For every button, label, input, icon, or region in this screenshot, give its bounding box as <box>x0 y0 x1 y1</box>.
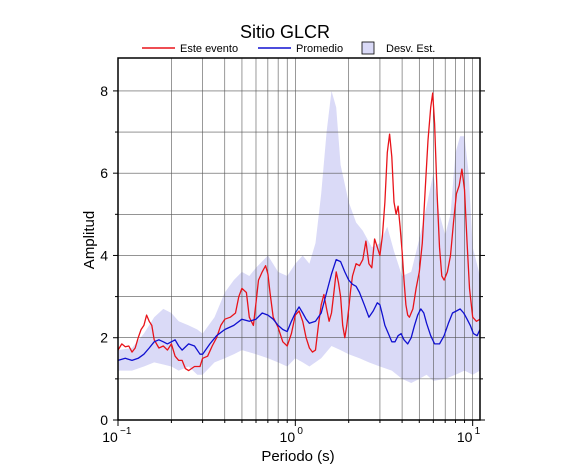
std-band <box>118 90 480 384</box>
y-tick-label: 0 <box>100 412 108 428</box>
plot-frame <box>117 57 481 421</box>
grid-layer <box>117 58 480 420</box>
y-axis-label: Amplitud <box>81 211 98 269</box>
x-axis-label: Periodo (s) <box>261 448 334 465</box>
y-tick-label: 6 <box>100 165 108 181</box>
y-tick-label: 8 <box>100 83 108 99</box>
legend-label-promedio: Promedio <box>296 43 343 55</box>
x-tick-exponent: 1 <box>475 426 481 437</box>
x-tick-label: 10 <box>457 429 473 445</box>
x-tick-label: 10 <box>280 429 296 445</box>
std-band-layer <box>118 90 480 384</box>
legend-label-este-evento: Este evento <box>180 43 238 55</box>
legend-swatch-desv-est <box>361 41 375 55</box>
series-line-promedio <box>117 258 481 362</box>
series-layer <box>117 92 481 372</box>
chart-title: Sitio GLCR <box>240 22 330 42</box>
x-tick-exponent: −1 <box>120 426 132 437</box>
series-line-este-evento <box>117 92 481 372</box>
legend-label-desv-est: Desv. Est. <box>386 43 435 55</box>
y-tick-label: 2 <box>100 330 108 346</box>
y-tick-label: 4 <box>100 247 108 263</box>
legend: Este evento Promedio Desv. Est. <box>142 41 435 55</box>
x-tick-exponent: 0 <box>297 426 303 437</box>
x-tick-label: 10 <box>102 429 118 445</box>
